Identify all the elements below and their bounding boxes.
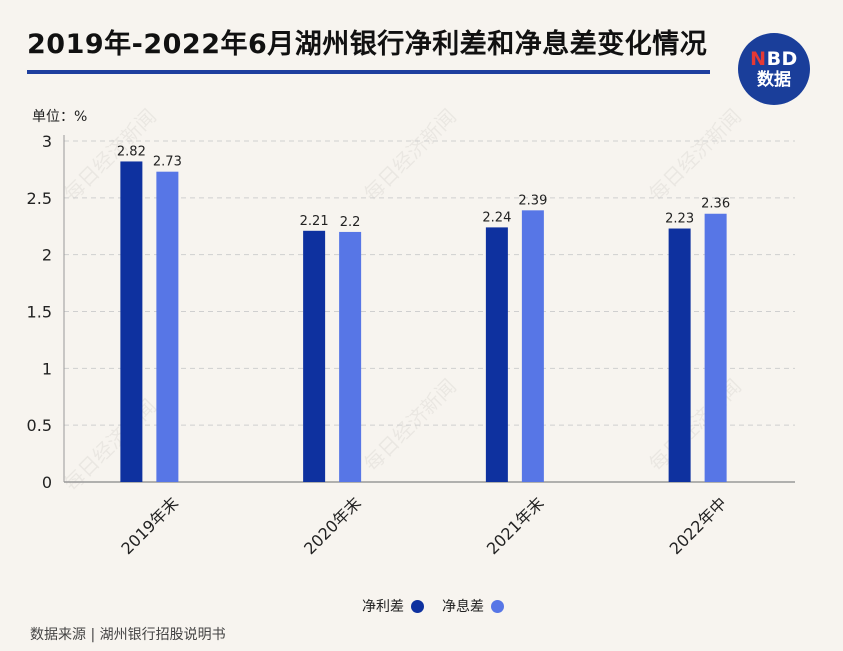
x-tick-label: 2021年末	[483, 493, 548, 558]
bar	[339, 231, 362, 482]
legend-swatch-series-0	[411, 599, 424, 613]
logo-brand-n: N	[750, 47, 767, 70]
watermark: 每日经济新闻	[644, 104, 746, 206]
logo-brand-rest: BD	[766, 47, 798, 70]
bar	[156, 171, 179, 482]
bar	[120, 161, 143, 482]
data-label: 2.23	[665, 212, 694, 227]
data-label: 2.24	[482, 210, 511, 225]
nbd-logo: NBD 数据	[738, 33, 810, 105]
x-tick-label: 2020年末	[300, 493, 365, 558]
data-label: 2.2	[340, 215, 361, 230]
y-tick-label: 2	[42, 246, 52, 265]
data-label: 2.82	[117, 144, 146, 159]
bar	[704, 213, 727, 482]
data-label: 2.36	[701, 197, 730, 212]
y-tick-label: 1.5	[27, 303, 52, 322]
watermark: 每日经济新闻	[59, 394, 161, 496]
legend: 净利差 净息差	[362, 596, 522, 616]
legend-item-series-0: 净利差	[362, 596, 424, 616]
y-tick-label: 2.5	[27, 189, 52, 208]
legend-swatch-series-1	[491, 599, 504, 613]
unit-label: 单位：%	[32, 109, 88, 125]
data-label: 2.21	[300, 214, 329, 229]
bar	[521, 210, 544, 482]
y-tick-label: 3	[42, 132, 52, 151]
legend-label-series-1: 净息差	[442, 599, 484, 615]
logo-brand: NBD	[750, 47, 798, 70]
chart-title: 2019年-2022年6月湖州银行净利差和净息差变化情况	[27, 29, 708, 60]
bar	[303, 230, 326, 482]
data-label: 2.73	[153, 155, 182, 170]
bar	[485, 227, 508, 482]
y-tick-label: 1	[42, 359, 52, 378]
legend-label-series-0: 净利差	[362, 599, 404, 615]
bar	[668, 228, 691, 482]
y-tick-label: 0.5	[27, 416, 52, 435]
source-note: 数据来源 | 湖州银行招股说明书	[30, 627, 226, 643]
title-underline	[27, 70, 710, 74]
logo-subtitle: 数据	[757, 69, 791, 90]
watermark: 每日经济新闻	[359, 104, 461, 206]
legend-item-series-1: 净息差	[442, 596, 504, 616]
x-tick-label: 2019年末	[117, 493, 182, 558]
data-label: 2.39	[518, 193, 547, 208]
x-tick-label: 2022年中	[666, 493, 731, 558]
y-tick-label: 0	[42, 473, 52, 492]
